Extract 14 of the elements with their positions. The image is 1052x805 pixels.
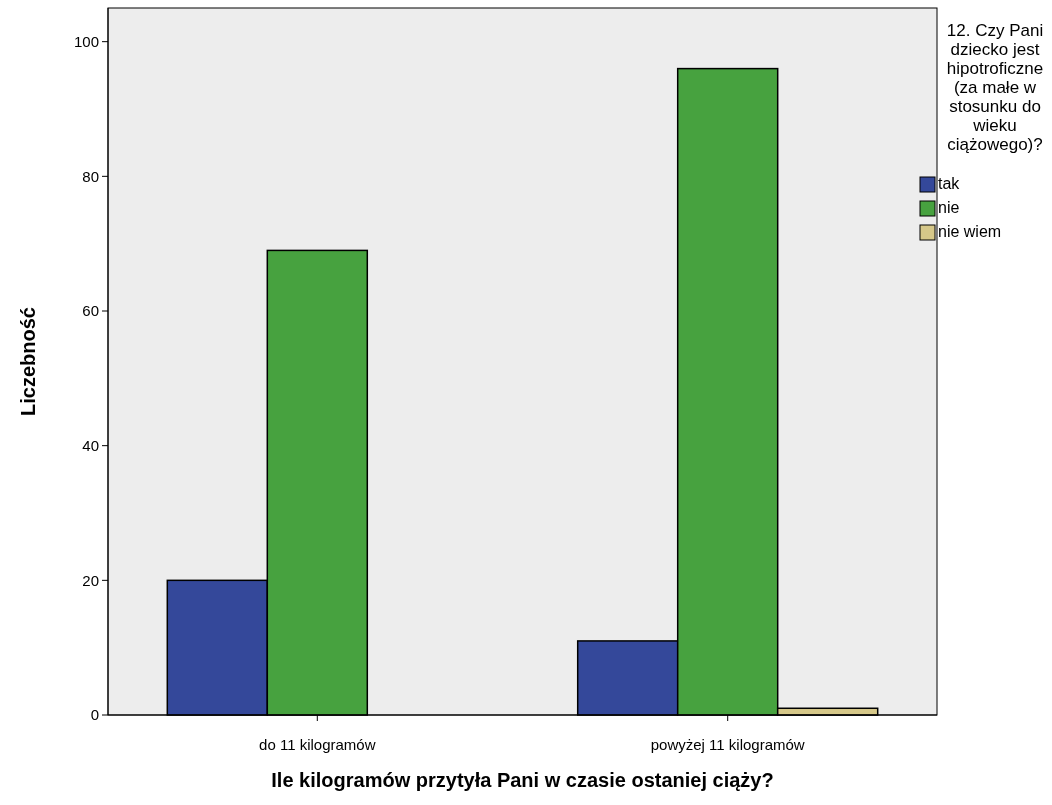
legend-title: 12. Czy Pani dziecko jest hipotroficzne (za małe w stosunku do wieku ciążowego)? (946, 21, 1044, 154)
y-tick-label: 100 (73, 32, 99, 50)
y-tick-label: 40 (82, 436, 99, 454)
x-axis-title: Ile kilogramów przytyła Pani w czasie ostaniej ciąży? (271, 769, 774, 791)
y-tick-label: 0 (90, 706, 99, 724)
x-tick-label: powyżej 11 kilogramów (650, 736, 805, 753)
legend-label: tak (938, 175, 961, 192)
y-tick-label: 20 (82, 571, 99, 589)
legend-label: nie wiem (938, 223, 1002, 240)
legend-label: nie (938, 199, 960, 216)
y-axis-title: Liczebność (17, 307, 39, 416)
y-tick-label: 80 (82, 167, 99, 185)
y-tick-label: 60 (82, 302, 99, 320)
x-tick-label: do 11 kilogramów (259, 736, 376, 753)
